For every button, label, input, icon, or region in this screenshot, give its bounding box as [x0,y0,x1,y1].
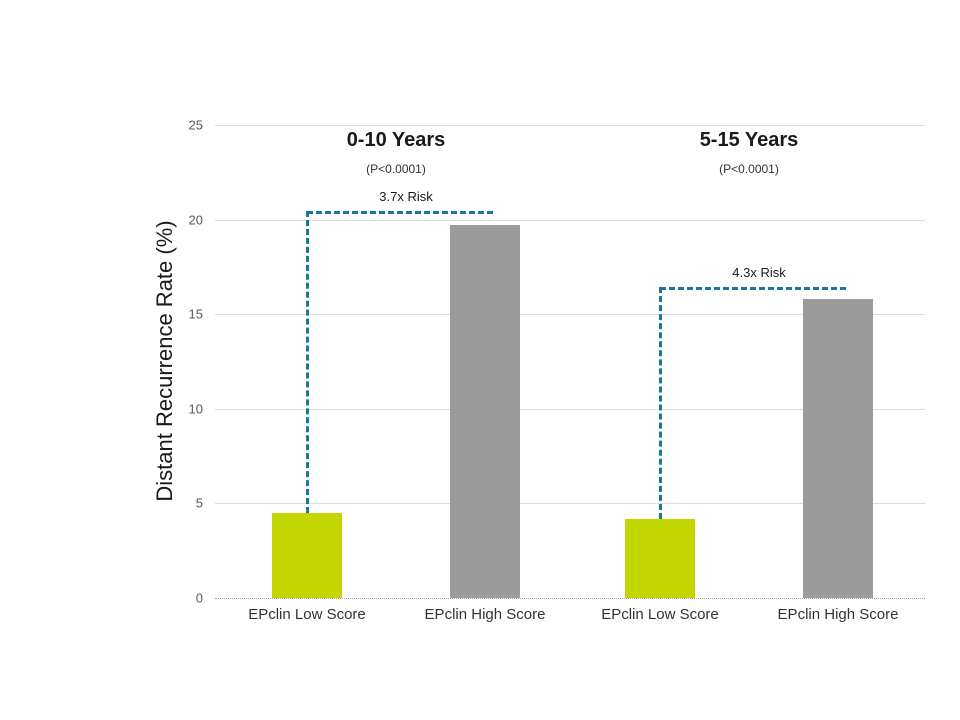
group-title-0: 0-10 Years [346,129,446,151]
gridline [215,503,925,505]
gridline [215,408,925,410]
bar-0 [272,512,342,598]
risk-bracket-vline [305,211,309,513]
y-axis-label: Distant Recurrence Rate (%) [152,220,177,502]
risk-annotation-label: 4.3x Risk [732,264,786,280]
y-tick-label: 5 [195,495,203,511]
bar-1 [450,225,520,598]
group-subtitle-1: (P<0.0001) [719,162,779,176]
gridline [215,314,925,316]
gridline [215,598,925,599]
y-tick-label: 20 [188,212,203,228]
risk-bracket-hline [660,286,846,290]
bar-2 [625,518,695,598]
gridline [215,219,925,221]
risk-annotation-label: 3.7x Risk [379,189,433,205]
x-category-label: EPclin Low Score [248,606,366,623]
y-tick-label: 25 [188,117,203,133]
y-tick-label: 15 [188,306,203,322]
x-category-label: EPclin High Score [424,606,546,623]
x-category-label: EPclin High Score [777,606,899,623]
x-category-label: EPclin Low Score [601,606,719,623]
gridline [215,125,925,126]
group-title-1: 5-15 Years [699,129,799,151]
risk-bracket-vline [658,286,662,519]
bar-3 [803,299,873,598]
risk-bracket-hline [307,211,493,215]
y-tick-label: 0 [195,590,203,606]
group-subtitle-0: (P<0.0001) [366,162,426,176]
plot-area: 0-10 Years (P<0.0001) 5-15 Years (P<0.00… [189,118,925,623]
y-tick-label: 10 [188,401,203,417]
